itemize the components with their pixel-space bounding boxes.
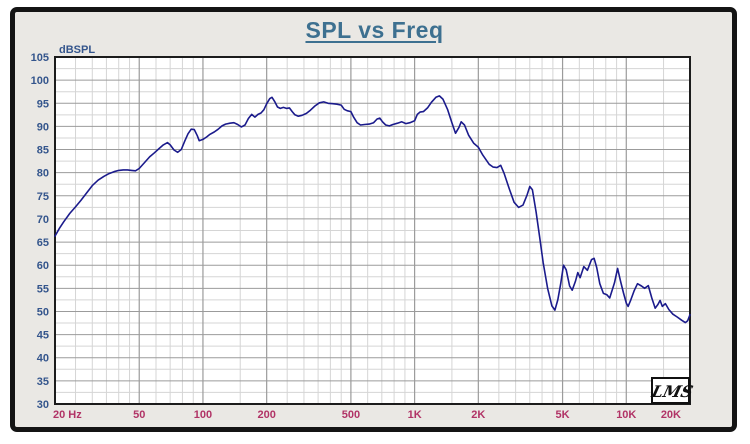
chart-frame xyxy=(10,7,737,432)
page-title: SPL vs Freq xyxy=(305,17,444,43)
